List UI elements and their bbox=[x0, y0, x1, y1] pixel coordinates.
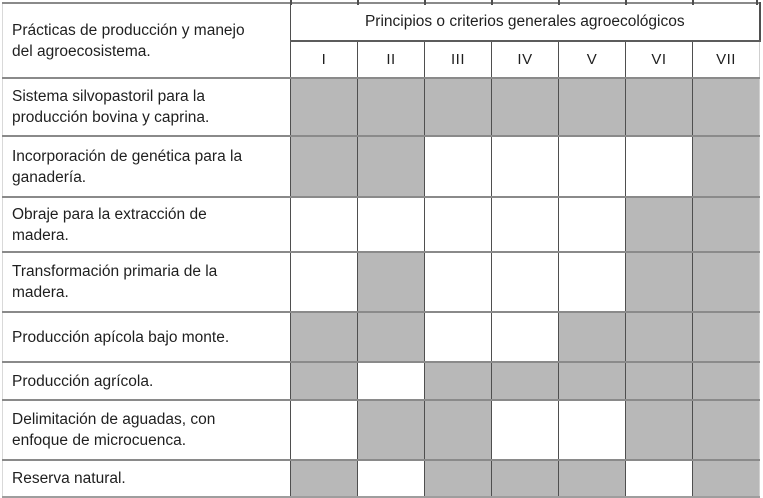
matrix-cell bbox=[424, 311, 492, 362]
matrix-cell bbox=[290, 135, 358, 197]
matrix-cell bbox=[558, 77, 626, 136]
row-label: Delimitación de aguadas, con enfoque de … bbox=[2, 399, 291, 460]
matrix-cell bbox=[357, 196, 425, 252]
column-header-ii: II bbox=[357, 41, 425, 79]
column-header-row: I II III IV V VI VII bbox=[3, 41, 760, 79]
column-grid-tick bbox=[558, 0, 560, 5]
column-header-iv: IV bbox=[491, 41, 559, 79]
column-grid-tick bbox=[290, 0, 292, 5]
group-header-row: Prácticas de producción y manejo del agr… bbox=[2, 3, 761, 79]
matrix-cell bbox=[357, 361, 425, 400]
matrix-cell bbox=[691, 399, 760, 460]
column-grid-tick bbox=[491, 0, 493, 5]
row-label: Producción apícola bajo monte. bbox=[2, 311, 291, 362]
matrix-cell bbox=[424, 196, 492, 252]
table-row: Producción apícola bajo monte. bbox=[2, 311, 760, 362]
matrix-cell bbox=[290, 196, 358, 252]
matrix-cell bbox=[558, 399, 626, 460]
table-row: Incorporación de genética para la ganade… bbox=[2, 135, 760, 197]
matrix-cell bbox=[491, 135, 559, 197]
matrix-cell bbox=[691, 251, 760, 312]
table-row: Sistema silvopastoril para la producción… bbox=[2, 77, 760, 136]
column-grid-tick bbox=[692, 0, 694, 5]
row-label: Transformación primaria de la madera. bbox=[2, 251, 291, 312]
table-row: Producción agrícola. bbox=[2, 361, 760, 400]
matrix-cell bbox=[424, 361, 492, 400]
matrix-cell bbox=[290, 77, 358, 136]
row-label: Incorporación de genética para la ganade… bbox=[2, 135, 291, 197]
matrix-cell bbox=[625, 459, 693, 497]
matrix-cell bbox=[357, 77, 425, 136]
matrix-cell bbox=[491, 196, 559, 252]
matrix-cell bbox=[424, 251, 492, 312]
matrix-cell bbox=[357, 459, 425, 497]
table-row: Obraje para la extracción de madera. bbox=[2, 196, 760, 252]
matrix-cell bbox=[625, 196, 693, 252]
matrix-cell bbox=[691, 77, 760, 136]
column-header-v: V bbox=[558, 41, 626, 79]
row-label: Sistema silvopastoril para la producción… bbox=[2, 77, 291, 136]
matrix-cell bbox=[290, 361, 358, 400]
matrix-cell bbox=[357, 251, 425, 312]
matrix-cell bbox=[625, 135, 693, 197]
matrix-cell bbox=[558, 196, 626, 252]
matrix-cell bbox=[691, 459, 760, 497]
column-grid-tick bbox=[357, 0, 359, 5]
matrix-cell bbox=[491, 311, 559, 362]
row-label: Reserva natural. bbox=[2, 459, 291, 497]
column-header-iii: III bbox=[424, 41, 492, 79]
matrix-cell bbox=[357, 399, 425, 460]
table-row: Reserva natural. bbox=[2, 459, 760, 497]
matrix-cell bbox=[491, 361, 559, 400]
matrix-cell bbox=[424, 459, 492, 497]
matrix-cell bbox=[558, 361, 626, 400]
column-grid-tick bbox=[625, 0, 627, 5]
matrix-cell bbox=[558, 251, 626, 312]
column-header-vi: VI bbox=[625, 41, 693, 79]
matrix-cell bbox=[691, 135, 760, 197]
matrix-cell bbox=[290, 459, 358, 497]
column-grid-tick bbox=[756, 0, 758, 5]
matrix-cell bbox=[691, 361, 760, 400]
matrix-cell bbox=[558, 311, 626, 362]
matrix-cell bbox=[558, 459, 626, 497]
matrix-cell bbox=[691, 311, 760, 362]
matrix-cell bbox=[491, 77, 559, 136]
matrix-cell bbox=[424, 135, 492, 197]
matrix-cell bbox=[625, 311, 693, 362]
matrix-cell bbox=[625, 399, 693, 460]
matrix-cell bbox=[625, 361, 693, 400]
matrix-cell bbox=[424, 399, 492, 460]
row-header-title: Prácticas de producción y manejo del agr… bbox=[2, 3, 291, 79]
column-grid-tick bbox=[424, 0, 426, 5]
matrix-cell bbox=[558, 135, 626, 197]
table-row: Delimitación de aguadas, con enfoque de … bbox=[2, 399, 760, 460]
matrix-cell bbox=[290, 399, 358, 460]
matrix-cell bbox=[491, 399, 559, 460]
matrix-cell bbox=[424, 77, 492, 136]
matrix-cell bbox=[691, 196, 760, 252]
matrix-cell bbox=[491, 251, 559, 312]
principles-group-header: Principios o criterios generales agroeco… bbox=[289, 3, 761, 42]
matrix-cell bbox=[357, 311, 425, 362]
matrix-cell bbox=[290, 251, 358, 312]
matrix-cell bbox=[625, 251, 693, 312]
matrix-cell bbox=[357, 135, 425, 197]
row-label: Obraje para la extracción de madera. bbox=[2, 196, 291, 252]
matrix-cell bbox=[625, 77, 693, 136]
column-header-i: I bbox=[290, 41, 358, 79]
matrix-cell bbox=[290, 311, 358, 362]
table-row: Transformación primaria de la madera. bbox=[2, 251, 760, 312]
matrix-cell bbox=[491, 459, 559, 497]
row-label: Producción agrícola. bbox=[2, 361, 291, 400]
column-header-vii: VII bbox=[691, 41, 760, 79]
